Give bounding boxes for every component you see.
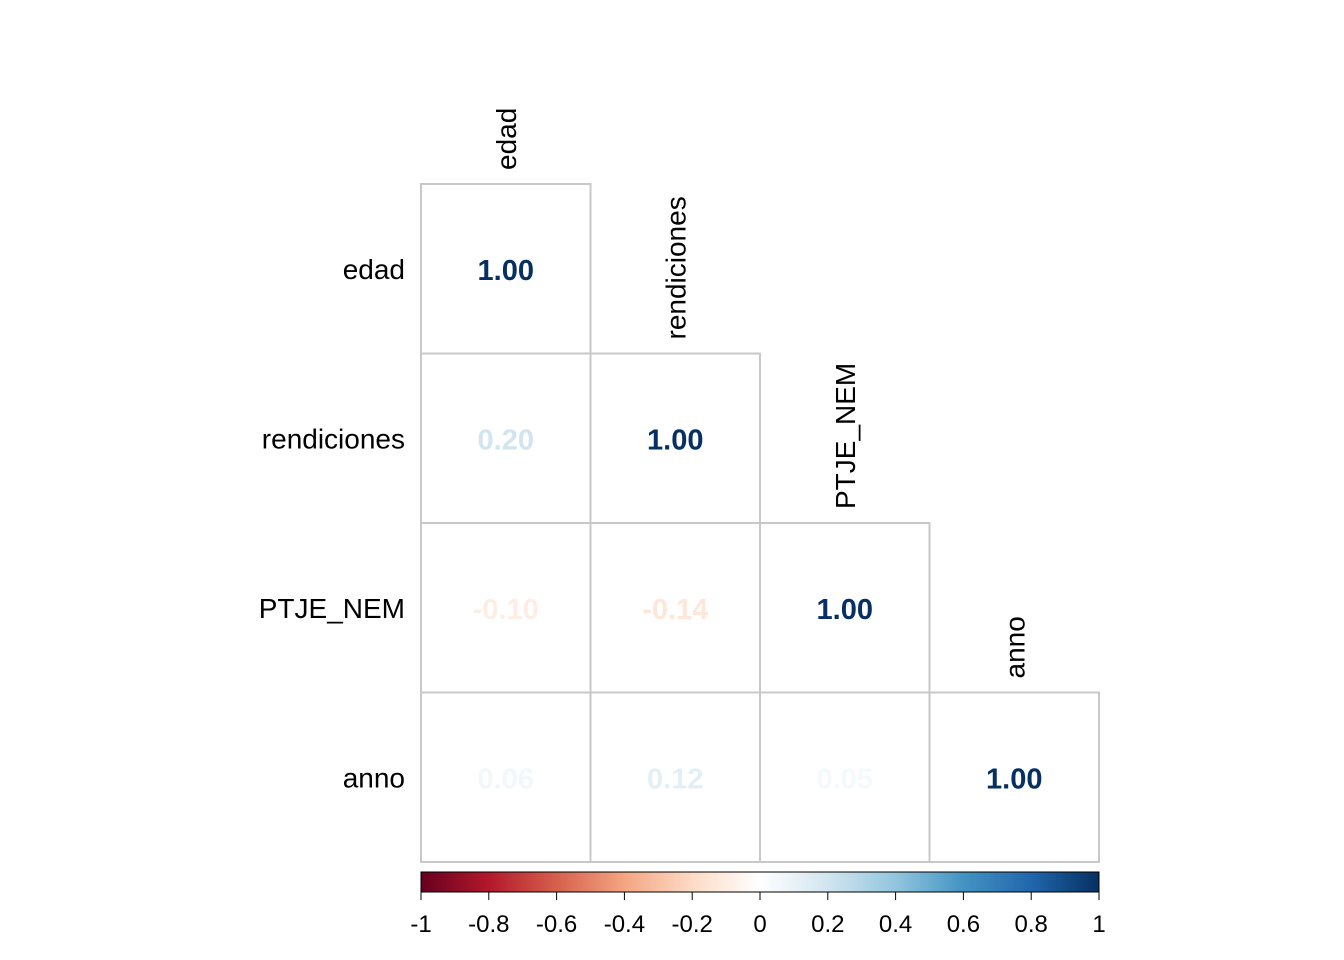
cell-value-label: 1.00 xyxy=(478,255,534,287)
column-label: PTJE_NEM xyxy=(830,363,861,509)
row-label: edad xyxy=(343,254,405,285)
colorbar-tick-label: -0.8 xyxy=(468,911,509,938)
colorbar-tick-label: 0.4 xyxy=(879,911,912,938)
cell-value-label: 0.12 xyxy=(647,763,703,795)
column-label: edad xyxy=(491,108,522,170)
colorbar-tick-label: -0.6 xyxy=(536,911,577,938)
colorbar-tick-label: -0.2 xyxy=(672,911,713,938)
colorbar xyxy=(420,871,1100,893)
colorbar-tick-label: -1 xyxy=(410,911,431,938)
colorbar-tick-label: 1 xyxy=(1092,911,1105,938)
column-label: rendiciones xyxy=(660,196,691,339)
row-label: anno xyxy=(343,762,405,793)
heatmap-cell-ptje_nem-ptje_nem xyxy=(759,522,931,694)
heatmap-cell-edad-edad xyxy=(420,183,592,355)
cell-value-label: 1.00 xyxy=(817,594,873,626)
heatmap-cell-ptje_nem-edad xyxy=(420,522,592,694)
colorbar-tick-label: -0.4 xyxy=(604,911,645,938)
row-label: rendiciones xyxy=(262,423,405,454)
cell-value-label: -0.14 xyxy=(642,594,708,626)
cell-value-label: 0.06 xyxy=(478,763,534,795)
heatmap-cell-anno-rendiciones xyxy=(589,691,761,863)
heatmap-cell-anno-ptje_nem xyxy=(759,691,931,863)
cell-value-label: 0.05 xyxy=(817,763,873,795)
colorbar-tick-label: 0.2 xyxy=(811,911,844,938)
row-label: PTJE_NEM xyxy=(259,593,405,624)
heatmap-cell-anno-anno xyxy=(928,691,1100,863)
column-label: anno xyxy=(999,616,1030,678)
heatmap-cell-rendiciones-edad xyxy=(420,352,592,524)
colorbar-tick-label: 0.6 xyxy=(947,911,980,938)
heatmap-cell-rendiciones-rendiciones xyxy=(589,352,761,524)
cell-value-label: 1.00 xyxy=(986,763,1042,795)
colorbar-tick-label: 0 xyxy=(753,911,766,938)
cell-value-label: 0.20 xyxy=(478,424,534,456)
cell-value-label: 1.00 xyxy=(647,424,703,456)
heatmap-cell-ptje_nem-rendiciones xyxy=(589,522,761,694)
heatmap-cell-anno-edad xyxy=(420,691,592,863)
cell-value-label: -0.10 xyxy=(473,594,539,626)
colorbar-tick-label: 0.8 xyxy=(1015,911,1048,938)
